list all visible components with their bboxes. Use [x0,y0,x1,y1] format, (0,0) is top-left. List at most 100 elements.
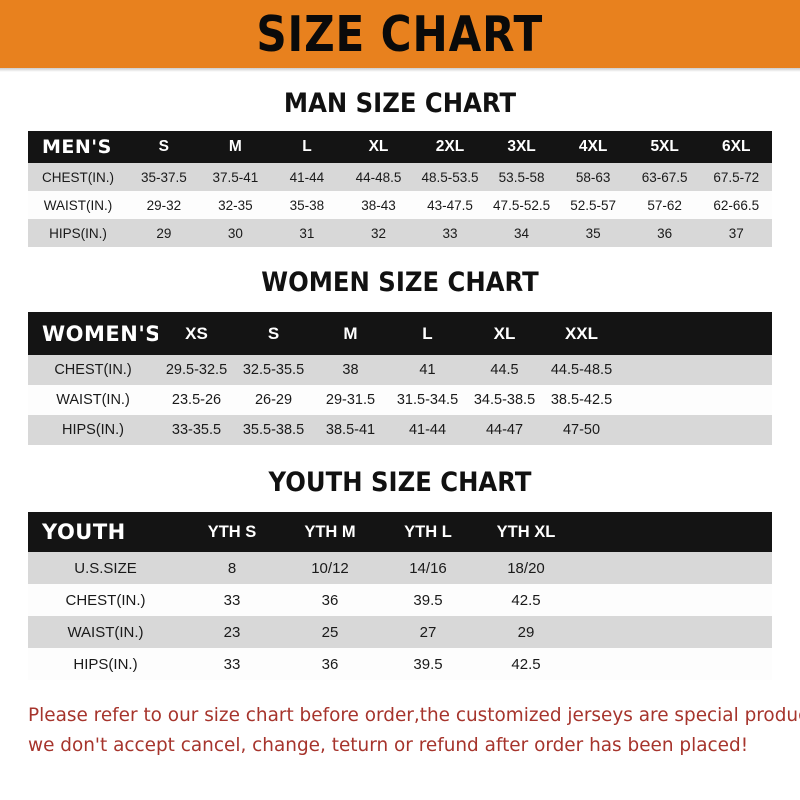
size-column-header: 6XL [700,131,772,163]
measurement-value: 62-66.5 [700,191,772,219]
measurement-value: 33 [414,219,486,247]
page-banner: SIZE CHART [0,0,800,68]
measurement-value: 33 [183,648,281,680]
table-row: U.S.SIZE 8 10/12 14/16 18/20 [28,552,772,584]
table-row: WAIST(IN.) 23 25 27 29 [28,616,772,648]
size-column-header: YTH S [183,512,281,552]
measurement-value: 10/12 [281,552,379,584]
measurement-value: 14/16 [379,552,477,584]
size-column-header: M [312,312,389,355]
measurement-value: 33-35.5 [158,415,235,445]
table-header-row: WOMEN'S XS S M L XL XXL [28,312,772,355]
measurement-value: 44.5-48.5 [543,355,620,385]
table-header-row: MEN'S S M L XL 2XL 3XL 4XL 5XL 6XL [28,131,772,163]
measurement-value: 38-43 [342,191,415,219]
spacer-cell [575,512,772,552]
measurement-value: 39.5 [379,584,477,616]
measurement-label: HIPS(IN.) [28,415,158,445]
measurement-value: 36 [628,219,701,247]
table-header-label: YOUTH [28,512,183,552]
size-table-men: MEN'S S M L XL 2XL 3XL 4XL 5XL 6XL CHEST(IN.) 35-37… [28,131,772,247]
measurement-value: 44-47 [466,415,543,445]
measurement-value: 36 [281,584,379,616]
measurement-value: 48.5-53.5 [414,163,486,191]
measurement-label: HIPS(IN.) [28,219,129,247]
measurement-value: 25 [281,616,379,648]
spacer-cell [620,385,772,415]
measurement-value: 67.5-72 [700,163,772,191]
measurement-value: 57-62 [628,191,701,219]
measurement-value: 34.5-38.5 [466,385,543,415]
measurement-value: 36 [281,648,379,680]
measurement-value: 38.5-41 [312,415,389,445]
table-row: CHEST(IN.) 33 36 39.5 42.5 [28,584,772,616]
table-header-label: WOMEN'S [28,312,158,355]
banner-shadow [0,68,800,72]
table-wrap-women: WOMEN'S XS S M L XL XXL CHEST(IN.) 29.5-32.5 32.5… [28,312,772,445]
size-column-header: 5XL [628,131,701,163]
measurement-value: 41-44 [389,415,466,445]
measurement-value: 38.5-42.5 [543,385,620,415]
measurement-label: WAIST(IN.) [28,385,158,415]
table-row: HIPS(IN.) 33 36 39.5 42.5 [28,648,772,680]
measurement-value: 32.5-35.5 [235,355,312,385]
spacer-cell [575,616,772,648]
section-women: WOMEN SIZE CHART WOMEN'S XS S M L XL XXL CHEST(I… [0,247,800,445]
measurement-value: 35-38 [271,191,343,219]
measurement-value: 52.5-57 [557,191,629,219]
section-title-women: WOMEN SIZE CHART [261,267,539,298]
measurement-value: 42.5 [477,584,575,616]
table-wrap-youth: YOUTH YTH S YTH M YTH L YTH XL U.S.SIZE 8 10/12… [28,512,772,680]
table-header-label: MEN'S [28,131,129,163]
size-column-header: XXL [543,312,620,355]
measurement-value: 23.5-26 [158,385,235,415]
size-column-header: 4XL [557,131,629,163]
measurement-value: 37.5-41 [199,163,272,191]
size-column-header: YTH M [281,512,379,552]
table-row: WAIST(IN.) 23.5-26 26-29 29-31.5 31.5-34.5 34… [28,385,772,415]
size-column-header: XS [158,312,235,355]
measurement-value: 63-67.5 [628,163,701,191]
measurement-value: 35.5-38.5 [235,415,312,445]
size-column-header: M [199,131,272,163]
measurement-value: 31.5-34.5 [389,385,466,415]
measurement-value: 38 [312,355,389,385]
measurement-label: CHEST(IN.) [28,163,129,191]
measurement-value: 53.5-58 [485,163,558,191]
size-column-header: S [128,131,200,163]
table-row: CHEST(IN.) 35-37.5 37.5-41 41-44 44-48.5 48.5… [28,163,772,191]
measurement-value: 44-48.5 [342,163,415,191]
measurement-value: 32-35 [199,191,272,219]
measurement-value: 42.5 [477,648,575,680]
order-notice: Please refer to our size chart before or… [28,700,800,760]
size-table-youth: YOUTH YTH S YTH M YTH L YTH XL U.S.SIZE 8 10/12… [28,512,772,680]
notice-line: Please refer to our size chart before or… [28,704,800,726]
measurement-label: CHEST(IN.) [28,355,158,385]
measurement-value: 41 [389,355,466,385]
section-youth: YOUTH SIZE CHART YOUTH YTH S YTH M YTH L YTH … [0,445,800,680]
measurement-label: CHEST(IN.) [28,584,183,616]
measurement-value: 35 [557,219,629,247]
size-column-header: 2XL [414,131,486,163]
measurement-value: 29.5-32.5 [158,355,235,385]
notice-line: we don't accept cancel, change, teturn o… [28,734,749,756]
measurement-value: 33 [183,584,281,616]
measurement-value: 18/20 [477,552,575,584]
spacer-cell [620,415,772,445]
measurement-value: 29-32 [128,191,200,219]
section-men: MAN SIZE CHART MEN'S S M L XL 2XL 3XL 4XL 5XL 6XL C… [0,72,800,247]
measurement-value: 8 [183,552,281,584]
measurement-value: 26-29 [235,385,312,415]
table-header-row: YOUTH YTH S YTH M YTH L YTH XL [28,512,772,552]
table-wrap-men: MEN'S S M L XL 2XL 3XL 4XL 5XL 6XL CHEST(IN.) 35-37… [28,131,772,247]
measurement-value: 39.5 [379,648,477,680]
measurement-label: HIPS(IN.) [28,648,183,680]
measurement-value: 29 [128,219,200,247]
table-row: CHEST(IN.) 29.5-32.5 32.5-35.5 38 41 44.5 44.5… [28,355,772,385]
size-column-header: XL [466,312,543,355]
size-column-header: L [271,131,343,163]
measurement-value: 34 [485,219,558,247]
spacer-cell [620,312,772,355]
measurement-value: 27 [379,616,477,648]
measurement-value: 29 [477,616,575,648]
